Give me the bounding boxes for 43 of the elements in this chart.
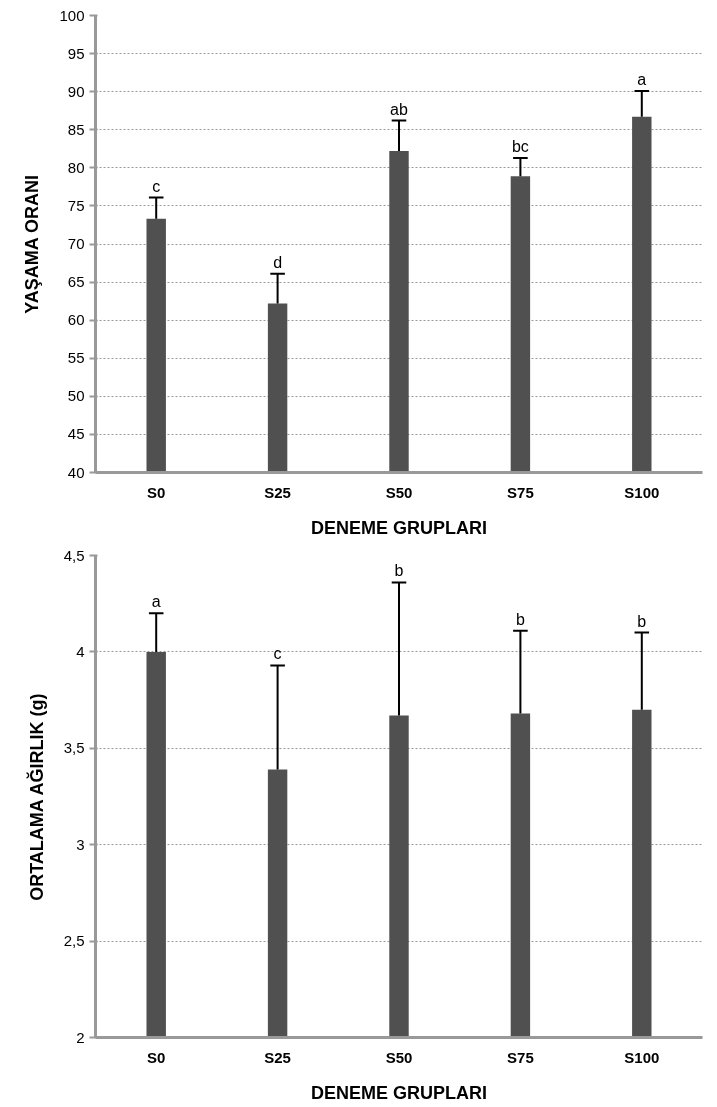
x-axis-title: DENEME GRUPLARI — [311, 517, 488, 538]
y-tick-label: 75 — [67, 196, 85, 214]
y-tick-label: 2 — [76, 1028, 85, 1046]
x-tick-label: S25 — [264, 1048, 291, 1066]
y-tick-label: 85 — [67, 120, 85, 138]
x-tick-label: S75 — [507, 1048, 534, 1066]
x-tick-label: S75 — [507, 483, 534, 501]
y-tick-label: 2,5 — [63, 932, 85, 950]
y-tick-label: 3,5 — [63, 739, 85, 757]
x-tick-label: S0 — [147, 1048, 166, 1066]
y-axis-title: YAŞAMA ORANI — [22, 174, 43, 314]
y-tick-label: 50 — [67, 387, 85, 405]
annotation: c — [152, 177, 161, 195]
annotation: b — [394, 562, 404, 580]
y-tick-label: 4,5 — [63, 546, 85, 564]
y-tick-label: 55 — [67, 349, 85, 367]
annotation: b — [515, 610, 525, 628]
y-axis-title: ORTALAMA AĞIRLIK (g) — [25, 693, 47, 901]
x-tick-label: S50 — [385, 483, 413, 501]
annotation: b — [637, 612, 647, 630]
y-tick-label: 3 — [76, 835, 85, 853]
y-tick-label: 95 — [67, 44, 85, 62]
y-tick-label: 90 — [67, 82, 85, 100]
annotation: a — [637, 70, 647, 88]
x-tick-label: S100 — [624, 483, 660, 501]
x-tick-label: S100 — [624, 1048, 660, 1066]
x-tick-label: S50 — [385, 1048, 413, 1066]
annotation: a — [151, 593, 161, 611]
annotation: c — [273, 645, 282, 663]
y-tick-label: 45 — [67, 425, 85, 443]
annotation: bc — [511, 137, 529, 155]
x-tick-label: S0 — [147, 483, 166, 501]
annotation: ab — [390, 100, 408, 118]
x-tick-label: S25 — [264, 483, 291, 501]
y-tick-label: 70 — [67, 235, 85, 252]
y-tick-label: 60 — [67, 311, 85, 329]
x-axis-title: DENEME GRUPLARI — [311, 1082, 488, 1103]
annotation: d — [273, 253, 283, 271]
y-tick-label: 65 — [67, 273, 85, 291]
y-tick-label: 100 — [59, 6, 85, 24]
y-tick-label: 80 — [67, 158, 85, 176]
y-tick-label: 40 — [67, 463, 85, 481]
y-tick-label: 4 — [76, 642, 85, 660]
